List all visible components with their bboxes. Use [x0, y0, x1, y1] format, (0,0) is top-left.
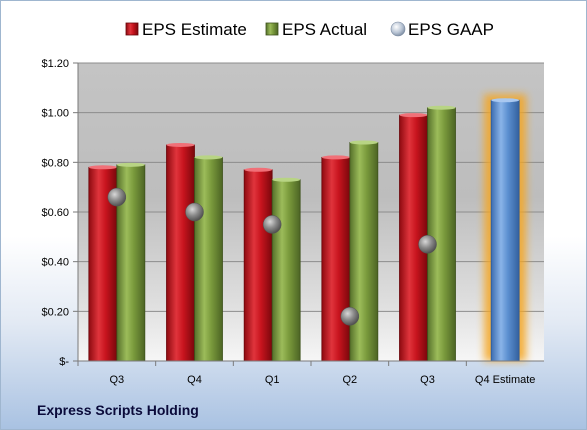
- x-tick-label: Q4 Estimate: [475, 374, 536, 386]
- bar-estimate: [166, 144, 195, 362]
- bar-actual: [349, 142, 379, 362]
- gaap-point: [185, 202, 204, 222]
- x-tick-label: Q4: [187, 374, 202, 386]
- bar-actual-cap: [427, 105, 456, 110]
- y-tick-label: $1.20: [41, 58, 69, 70]
- legend-estimate-swatch: [125, 22, 139, 36]
- y-tick-label: $-: [59, 356, 69, 368]
- bar-forecast: [490, 99, 520, 362]
- x-tick-label: Q3: [420, 374, 435, 386]
- bar-estimate: [321, 156, 351, 362]
- legend-gaap-label: EPS GAAP: [408, 20, 494, 39]
- bar-actual: [194, 156, 223, 362]
- bar-estimate-cap: [399, 113, 428, 118]
- legend-actual-label: EPS Actual: [282, 20, 367, 39]
- y-tick-label: $0.40: [41, 257, 69, 269]
- legend-actual-swatch: [265, 22, 279, 36]
- gaap-point: [418, 235, 437, 254]
- y-tick-label: $0.80: [41, 157, 69, 169]
- x-tick-label: Q3: [109, 374, 124, 386]
- bar-estimate-cap: [166, 142, 195, 147]
- company-name: Express Scripts Holding: [37, 402, 199, 418]
- bar-estimate-cap: [321, 155, 350, 160]
- bar-estimate-cap: [244, 167, 273, 172]
- legend-estimate-label: EPS Estimate: [142, 20, 247, 39]
- bar-actual-cap: [116, 162, 145, 167]
- gaap-point: [340, 307, 360, 326]
- bar-actual-cap: [349, 140, 378, 145]
- bar-forecast-cap: [491, 98, 520, 103]
- legend-gaap-swatch: [390, 21, 406, 37]
- gaap-point: [262, 215, 282, 234]
- y-tick-label: $1.00: [41, 108, 69, 120]
- y-tick-label: $0.60: [41, 207, 69, 219]
- bar-estimate: [243, 169, 273, 362]
- x-tick-label: Q1: [265, 374, 280, 386]
- bar-actual: [271, 179, 301, 362]
- x-tick-label: Q2: [342, 374, 357, 386]
- bar-actual-cap: [272, 177, 301, 182]
- bar-estimate-cap: [88, 165, 117, 170]
- gaap-point: [107, 187, 127, 207]
- bar-actual-cap: [194, 155, 223, 160]
- bar-actual: [427, 107, 456, 362]
- y-tick-label: $0.20: [41, 306, 69, 318]
